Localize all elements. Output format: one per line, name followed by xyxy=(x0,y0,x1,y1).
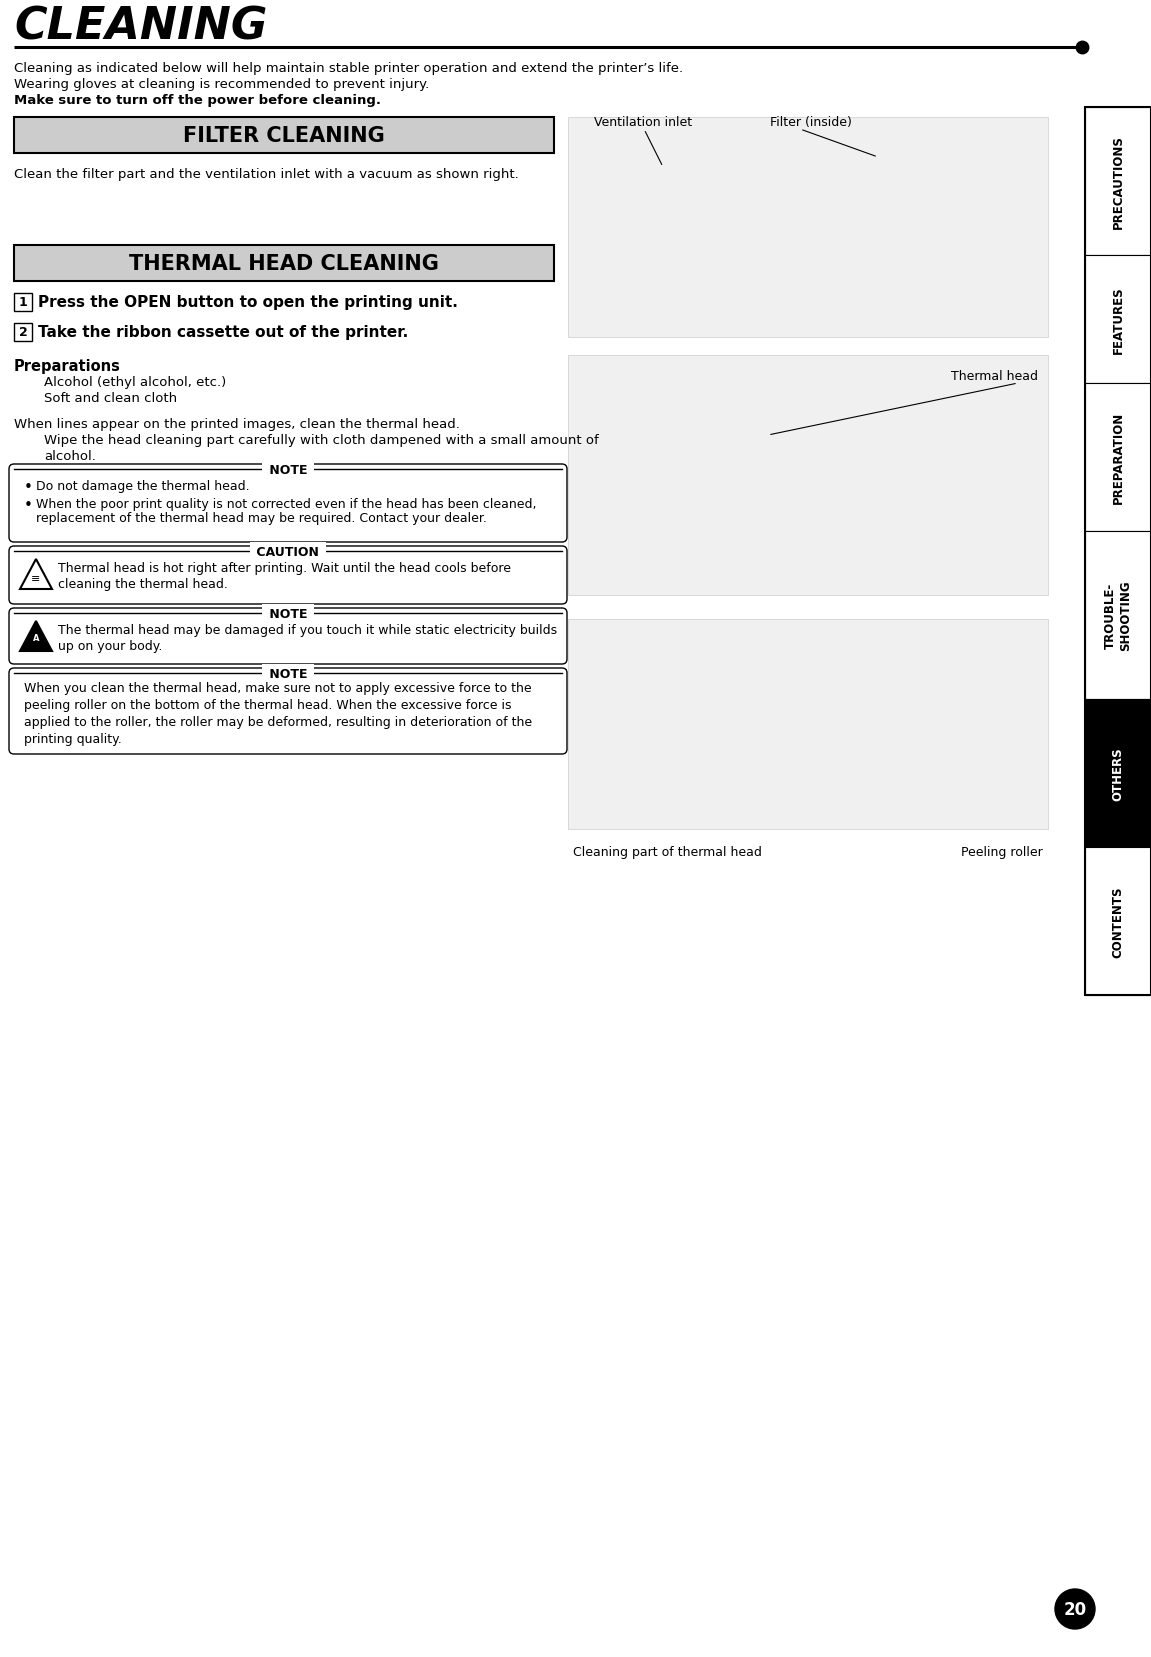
Text: Cleaning part of thermal head: Cleaning part of thermal head xyxy=(573,845,762,858)
Text: When you clean the thermal head, make sure not to apply excessive force to the
p: When you clean the thermal head, make su… xyxy=(24,681,532,746)
Bar xyxy=(1085,255,1151,384)
Text: When lines appear on the printed images, clean the thermal head.: When lines appear on the printed images,… xyxy=(14,418,460,431)
Text: Do not damage the thermal head.: Do not damage the thermal head. xyxy=(36,481,250,492)
Bar xyxy=(1085,532,1151,699)
FancyBboxPatch shape xyxy=(14,245,554,282)
Text: When the poor print quality is not corrected even if the head has been cleaned,: When the poor print quality is not corre… xyxy=(36,497,536,510)
Text: 2: 2 xyxy=(18,326,28,340)
Text: up on your body.: up on your body. xyxy=(58,640,162,653)
Text: CLEANING: CLEANING xyxy=(14,5,267,48)
Bar xyxy=(1085,384,1151,532)
Polygon shape xyxy=(20,560,52,590)
Text: FILTER CLEANING: FILTER CLEANING xyxy=(183,126,384,146)
Text: CAUTION: CAUTION xyxy=(252,545,323,558)
Text: TROUBLE-
SHOOTING: TROUBLE- SHOOTING xyxy=(1104,580,1131,651)
Text: Thermal head: Thermal head xyxy=(951,370,1038,383)
Text: replacement of the thermal head may be required. Contact your dealer.: replacement of the thermal head may be r… xyxy=(36,512,487,525)
Text: Wipe the head cleaning part carefully with cloth dampened with a small amount of: Wipe the head cleaning part carefully wi… xyxy=(44,434,599,447)
Text: A: A xyxy=(32,633,39,643)
Text: PREPARATION: PREPARATION xyxy=(1112,411,1125,504)
Text: Filter (inside): Filter (inside) xyxy=(770,116,852,129)
Text: FEATURES: FEATURES xyxy=(1112,287,1125,353)
Text: Make sure to turn off the power before cleaning.: Make sure to turn off the power before c… xyxy=(14,94,381,108)
Text: ≡: ≡ xyxy=(31,573,40,583)
Text: CONTENTS: CONTENTS xyxy=(1112,886,1125,958)
Polygon shape xyxy=(20,621,52,651)
Text: Ventilation inlet: Ventilation inlet xyxy=(594,116,692,129)
FancyBboxPatch shape xyxy=(9,668,567,754)
Text: PRECAUTIONS: PRECAUTIONS xyxy=(1112,134,1125,229)
Bar xyxy=(1085,108,1151,996)
Bar xyxy=(1085,699,1151,847)
Text: •: • xyxy=(24,481,33,495)
Text: Take the ribbon cassette out of the printer.: Take the ribbon cassette out of the prin… xyxy=(38,325,409,340)
FancyBboxPatch shape xyxy=(9,464,567,543)
Text: alcohol.: alcohol. xyxy=(44,449,96,462)
Text: The thermal head may be damaged if you touch it while static electricity builds: The thermal head may be damaged if you t… xyxy=(58,623,557,636)
FancyBboxPatch shape xyxy=(14,118,554,154)
Text: Peeling roller: Peeling roller xyxy=(961,845,1043,858)
FancyBboxPatch shape xyxy=(9,608,567,664)
FancyBboxPatch shape xyxy=(567,620,1049,830)
Text: Soft and clean cloth: Soft and clean cloth xyxy=(44,391,177,404)
FancyBboxPatch shape xyxy=(9,547,567,605)
Bar xyxy=(14,323,32,341)
Bar xyxy=(14,293,32,312)
Text: NOTE: NOTE xyxy=(265,606,312,620)
Text: OTHERS: OTHERS xyxy=(1112,747,1125,800)
Text: NOTE: NOTE xyxy=(265,464,312,476)
Text: Preparations: Preparations xyxy=(14,360,121,374)
FancyBboxPatch shape xyxy=(567,356,1049,595)
Text: 20: 20 xyxy=(1064,1601,1087,1617)
Text: Wearing gloves at cleaning is recommended to prevent injury.: Wearing gloves at cleaning is recommende… xyxy=(14,78,429,91)
Text: Alcohol (ethyl alcohol, etc.): Alcohol (ethyl alcohol, etc.) xyxy=(44,376,227,389)
Bar xyxy=(1085,108,1151,255)
Text: •: • xyxy=(24,497,33,512)
Text: Cleaning as indicated below will help maintain stable printer operation and exte: Cleaning as indicated below will help ma… xyxy=(14,61,684,75)
Text: Thermal head is hot right after printing. Wait until the head cools before: Thermal head is hot right after printing… xyxy=(58,562,511,575)
Bar xyxy=(1085,847,1151,996)
Text: NOTE: NOTE xyxy=(265,668,312,679)
Text: THERMAL HEAD CLEANING: THERMAL HEAD CLEANING xyxy=(129,254,439,273)
Text: Clean the filter part and the ventilation inlet with a vacuum as shown right.: Clean the filter part and the ventilatio… xyxy=(14,167,519,181)
FancyBboxPatch shape xyxy=(567,118,1049,338)
Text: Press the OPEN button to open the printing unit.: Press the OPEN button to open the printi… xyxy=(38,295,458,310)
Text: cleaning the thermal head.: cleaning the thermal head. xyxy=(58,578,228,590)
Circle shape xyxy=(1055,1589,1095,1629)
Text: 1: 1 xyxy=(18,297,28,310)
